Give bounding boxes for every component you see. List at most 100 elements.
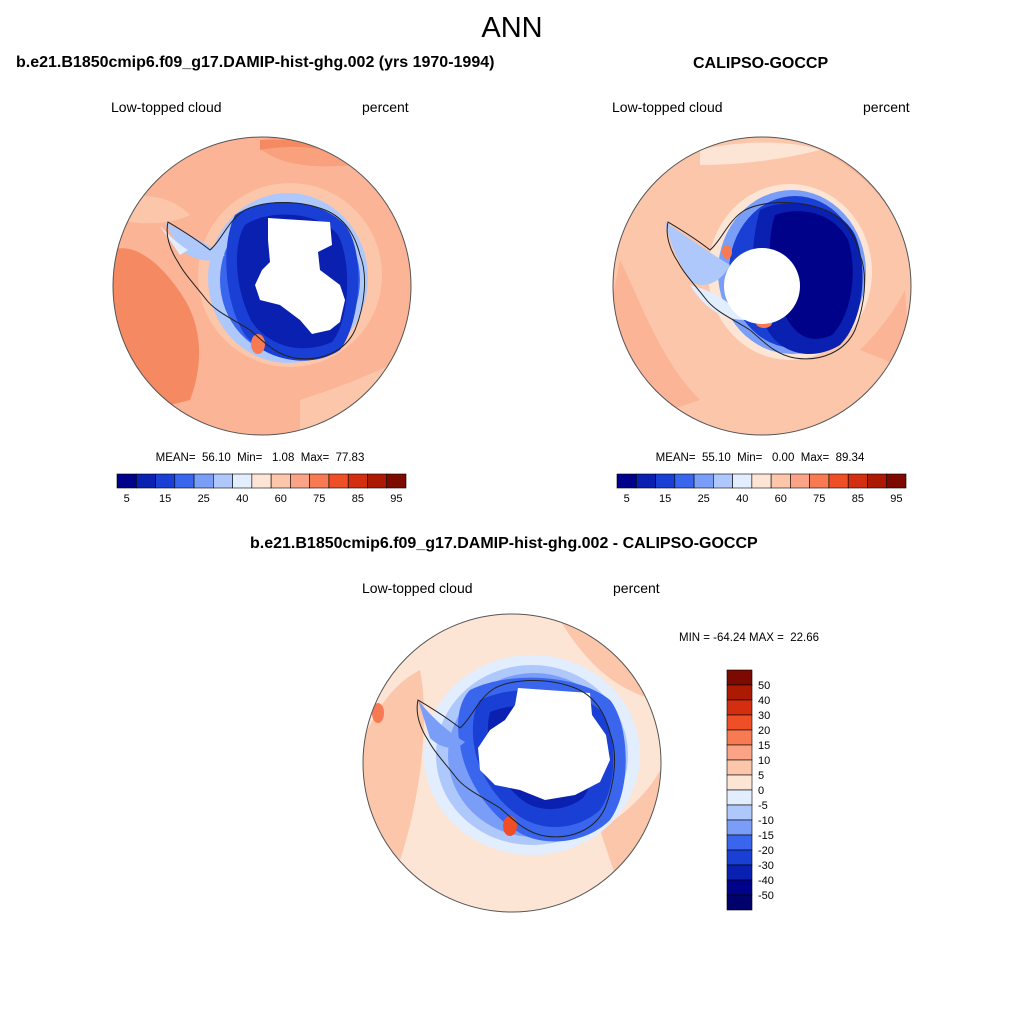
colorbar-2-swatch (693, 473, 714, 489)
panel-3-variable-label: Low-topped cloud (362, 580, 473, 596)
colorbar-2-swatch (770, 473, 791, 489)
colorbar-3-swatch (726, 834, 753, 851)
colorbar-1-tick-label: 15 (159, 493, 171, 505)
colorbar-2-tick-label: 25 (698, 493, 710, 505)
colorbar-2-tick-label: 15 (659, 493, 671, 505)
colorbar-2-swatch (732, 473, 753, 489)
colorbar-3-tick-label: -5 (758, 800, 768, 812)
colorbar-3-tick-label: 0 (758, 785, 764, 797)
colorbar-1-swatch (386, 473, 407, 489)
colorbar-1-swatch (347, 473, 368, 489)
colorbar-3-swatch (726, 804, 753, 821)
colorbar-3-swatch (726, 759, 753, 776)
colorbar-2-swatch (809, 473, 830, 489)
colorbar-1-swatch (213, 473, 233, 489)
map-3-border (362, 613, 662, 913)
colorbar-3-tick-label: -30 (758, 860, 774, 872)
colorbar-3-swatch (726, 864, 753, 881)
panel-2-variable-label: Low-topped cloud (612, 99, 723, 115)
colorbar-1-tick-label: 60 (275, 493, 287, 505)
colorbar-1-swatch (251, 473, 272, 489)
map-panel-2 (612, 136, 912, 436)
panel-1-stats: MEAN= 56.10 Min= 1.08 Max= 77.83 (155, 452, 365, 464)
colorbar-1-swatch (367, 473, 388, 489)
colorbar-1-swatch (328, 473, 349, 489)
colorbar-3-swatch (726, 789, 753, 806)
colorbar-3-swatch (726, 714, 753, 731)
panel-1-units-label: percent (362, 99, 409, 115)
colorbar-3-tick-label: 40 (758, 695, 770, 707)
colorbar-3-swatch (726, 774, 753, 791)
colorbar-3-swatch (726, 744, 753, 761)
colorbar-2-swatch (790, 473, 810, 489)
colorbar-3-swatch (726, 894, 753, 911)
colorbar-2-tick-label: 75 (813, 493, 825, 505)
colorbar-1-tick-label: 25 (198, 493, 210, 505)
map-3-field (363, 614, 661, 912)
colorbar-3-swatch (726, 729, 753, 746)
map-3-coastline (416, 680, 615, 838)
map-2-coastline (666, 202, 865, 360)
colorbar-1-swatch (270, 473, 291, 489)
colorbar-3-tick-label: -15 (758, 830, 774, 842)
colorbar-3-tick-label: -20 (758, 845, 774, 857)
panel-1-variable-label: Low-topped cloud (111, 99, 222, 115)
colorbar-1-tick-label: 5 (124, 493, 130, 505)
panel-3-title: b.e21.B1850cmip6.f09_g17.DAMIP-hist-ghg.… (250, 535, 758, 552)
colorbar-1-swatch (116, 473, 137, 489)
colorbar-3-swatch (726, 879, 753, 896)
colorbar-2-swatch (847, 473, 868, 489)
colorbar-2-tick-label: 40 (736, 493, 748, 505)
map-2-border (612, 136, 912, 436)
colorbar-2-swatch (616, 473, 637, 489)
colorbar-2-swatch (886, 473, 907, 489)
colorbar-panel-2: 5 15 25 40 60 75 85 95 (616, 473, 907, 505)
map-1-field (113, 137, 411, 435)
colorbar-2-swatch (655, 473, 676, 489)
colorbar-1-tick-label: 85 (352, 493, 364, 505)
map-2-field (613, 137, 911, 435)
colorbar-3-tick-label: -10 (758, 815, 774, 827)
colorbar-3-swatch (726, 849, 753, 866)
colorbar-3-tick-label: 10 (758, 755, 770, 767)
colorbar-3-tick-label: 15 (758, 740, 770, 752)
page-title: ANN (481, 12, 543, 44)
map-1-border (112, 136, 412, 436)
colorbar-1-swatch (290, 473, 310, 489)
colorbar-1-tick-label: 75 (313, 493, 325, 505)
colorbar-2-swatch (828, 473, 849, 489)
colorbar-3-tick-label: 50 (758, 680, 770, 692)
panel-2-stats: MEAN= 55.10 Min= 0.00 Max= 89.34 (655, 452, 865, 464)
colorbar-1-swatch (135, 473, 156, 489)
colorbar-1-swatch (232, 473, 253, 489)
colorbar-3-swatch (726, 669, 753, 686)
panel-1-title: b.e21.B1850cmip6.f09_g17.DAMIP-hist-ghg.… (16, 54, 495, 71)
colorbar-2-swatch (867, 473, 888, 489)
map-1-coastline (166, 202, 365, 360)
colorbar-3-tick-label: -40 (758, 875, 774, 887)
colorbar-3-tick-label: -50 (758, 890, 774, 902)
colorbar-2-swatch (635, 473, 656, 489)
colorbar-1-tick-label: 40 (236, 493, 248, 505)
colorbar-2-swatch (713, 473, 733, 489)
colorbar-1-swatch (309, 473, 330, 489)
panel-3-units-label: percent (613, 580, 660, 596)
colorbar-2-swatch (674, 473, 695, 489)
map-panel-1 (112, 136, 412, 436)
colorbar-2-tick-label: 60 (775, 493, 787, 505)
panel-2-units-label: percent (863, 99, 910, 115)
panel-2-title: CALIPSO-GOCCP (693, 55, 829, 72)
colorbar-1-tick-label: 95 (390, 493, 402, 505)
colorbar-2-tick-label: 5 (624, 493, 630, 505)
colorbar-3-swatch (726, 684, 753, 701)
colorbar-3-tick-label: 20 (758, 725, 770, 737)
colorbar-3-swatch (726, 819, 753, 836)
colorbar-3-swatch (726, 699, 753, 716)
colorbar-panel-1: 5 15 25 40 60 75 85 95 (116, 473, 407, 505)
colorbar-3-tick-label: 5 (758, 770, 764, 782)
colorbar-2-tick-label: 85 (852, 493, 864, 505)
colorbar-1-swatch (193, 473, 214, 489)
panel-3-stats: MIN = -64.24 MAX = 22.66 (679, 632, 819, 644)
